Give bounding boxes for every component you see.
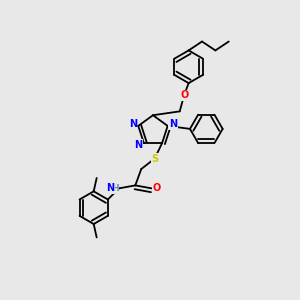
Text: N: N bbox=[106, 183, 115, 194]
Text: O: O bbox=[181, 90, 189, 100]
Text: S: S bbox=[151, 154, 158, 164]
Text: N: N bbox=[169, 119, 177, 129]
Text: O: O bbox=[153, 183, 161, 194]
Text: N: N bbox=[129, 119, 137, 129]
Text: H: H bbox=[112, 184, 119, 193]
Text: N: N bbox=[134, 140, 142, 150]
